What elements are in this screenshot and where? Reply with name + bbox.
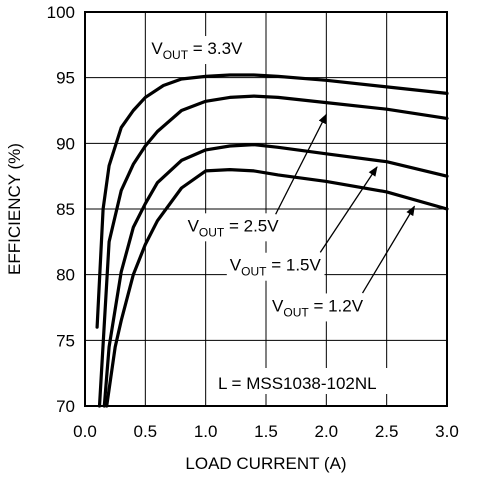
note-background: [212, 368, 432, 394]
y-tick-label-1: 75: [56, 331, 75, 350]
series-label-1: VOUT = 2.5V: [188, 216, 280, 239]
series-arrow-1: [275, 113, 327, 215]
series-line-2: [102, 143, 449, 408]
series-line-1: [97, 94, 449, 408]
series-label-main-0: V: [151, 39, 163, 58]
y-axis-title: EFFICIENCY (%): [5, 143, 24, 275]
x-tick-label-4: 2.0: [315, 422, 339, 441]
y-tick-label-5: 95: [56, 69, 75, 88]
series-lines: [95, 73, 449, 408]
series-label-3: VOUT = 1.2V: [272, 296, 364, 319]
series-label-value-0: = 3.3V: [188, 39, 243, 58]
series-label-background-3: [269, 293, 367, 322]
x-tick-label-3: 1.5: [254, 422, 278, 441]
series-label-subscript-0: OUT: [163, 48, 189, 62]
series-label-subscript-1: OUT: [199, 225, 225, 239]
series-arrow-2: [319, 166, 378, 253]
x-tick-label-0: 0.0: [73, 422, 97, 441]
series-label-2: VOUT = 1.5V: [230, 256, 322, 279]
series-label-main-2: V: [230, 256, 242, 275]
series-label-main-3: V: [272, 296, 284, 315]
y-tick-label-4: 90: [56, 134, 75, 153]
series-label-value-2: = 1.5V: [266, 256, 321, 275]
y-tick-label-3: 85: [56, 200, 75, 219]
series-label-background-1: [184, 213, 283, 242]
inductor-note: L = MSS1038-102NL: [218, 374, 377, 393]
tick-labels: 0.0 0.5 1.0 1.5 2.0 2.5 3.0 70 75 80 85 90 95 100: [47, 3, 459, 441]
y-tick-label-2: 80: [56, 266, 75, 285]
series-label-0: VOUT = 3.3V: [151, 39, 243, 62]
series-label-subscript-2: OUT: [241, 265, 267, 279]
grid: [84, 11, 448, 407]
x-tick-label-1: 0.5: [134, 422, 158, 441]
series-label-value-1: = 2.5V: [224, 216, 279, 235]
y-tick-label-0: 70: [56, 397, 75, 416]
x-tick-label-6: 3.0: [435, 422, 459, 441]
series-label-background-0: [148, 36, 247, 65]
series-label-value-3: = 1.2V: [309, 296, 364, 315]
x-tick-label-5: 2.5: [375, 422, 399, 441]
y-tick-label-6: 100: [47, 3, 75, 22]
series-label-subscript-3: OUT: [283, 305, 309, 319]
x-axis-title: LOAD CURRENT (A): [185, 454, 346, 473]
series-line-0: [95, 73, 449, 329]
series-line-3: [105, 168, 449, 408]
series-label-background-2: [226, 252, 325, 281]
series-arrow-3: [361, 205, 415, 294]
series-label-main-1: V: [188, 216, 200, 235]
x-tick-label-2: 1.0: [194, 422, 218, 441]
